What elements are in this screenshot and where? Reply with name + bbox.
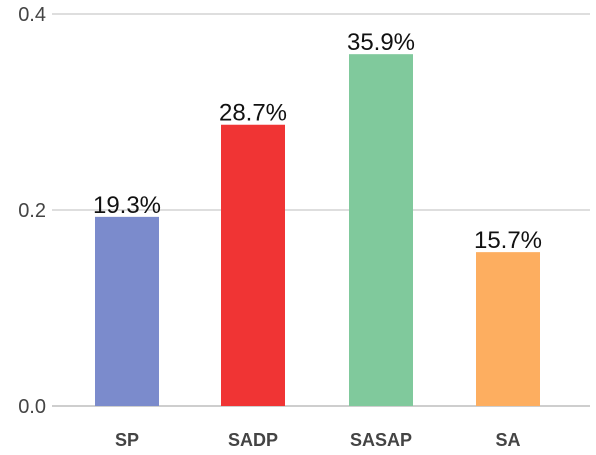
y-tick-label: 0.0 xyxy=(18,396,46,418)
x-tick-label: SASAP xyxy=(350,430,412,450)
data-label: 35.9% xyxy=(347,29,415,56)
data-label: 28.7% xyxy=(219,100,287,127)
x-tick-label: SP xyxy=(115,430,139,450)
bar-sa xyxy=(476,252,540,406)
bar-sp xyxy=(95,216,159,406)
bar-sadp xyxy=(221,124,285,407)
x-tick-label: SADP xyxy=(228,430,278,450)
bar-sasap xyxy=(349,54,413,407)
data-label: 15.7% xyxy=(474,227,542,254)
data-label: 19.3% xyxy=(93,192,161,219)
x-tick-label: SA xyxy=(495,430,520,450)
y-tick-label: 0.2 xyxy=(18,200,46,222)
y-tick-label: 0.4 xyxy=(18,4,46,26)
